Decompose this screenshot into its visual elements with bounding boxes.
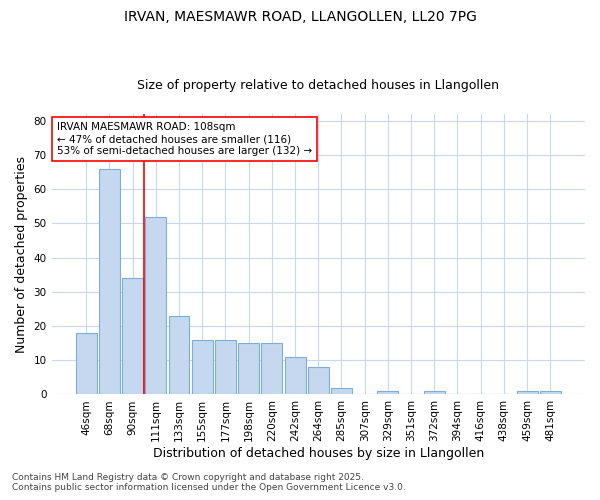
Bar [540, 391, 561, 394]
X-axis label: Distribution of detached houses by size in Llangollen: Distribution of detached houses by size … [152, 447, 484, 460]
Bar [238, 343, 259, 394]
Bar [76, 333, 97, 394]
Bar [424, 391, 445, 394]
Bar [145, 216, 166, 394]
Bar [169, 316, 190, 394]
Text: IRVAN, MAESMAWR ROAD, LLANGOLLEN, LL20 7PG: IRVAN, MAESMAWR ROAD, LLANGOLLEN, LL20 7… [124, 10, 476, 24]
Bar [192, 340, 212, 394]
Bar [517, 391, 538, 394]
Title: Size of property relative to detached houses in Llangollen: Size of property relative to detached ho… [137, 79, 499, 92]
Text: Contains HM Land Registry data © Crown copyright and database right 2025.
Contai: Contains HM Land Registry data © Crown c… [12, 473, 406, 492]
Bar [284, 357, 305, 395]
Bar [122, 278, 143, 394]
Bar [308, 367, 329, 394]
Bar [99, 168, 120, 394]
Bar [331, 388, 352, 394]
Bar [215, 340, 236, 394]
Bar [377, 391, 398, 394]
Y-axis label: Number of detached properties: Number of detached properties [15, 156, 28, 352]
Bar [262, 343, 283, 394]
Text: IRVAN MAESMAWR ROAD: 108sqm
← 47% of detached houses are smaller (116)
53% of se: IRVAN MAESMAWR ROAD: 108sqm ← 47% of det… [57, 122, 312, 156]
